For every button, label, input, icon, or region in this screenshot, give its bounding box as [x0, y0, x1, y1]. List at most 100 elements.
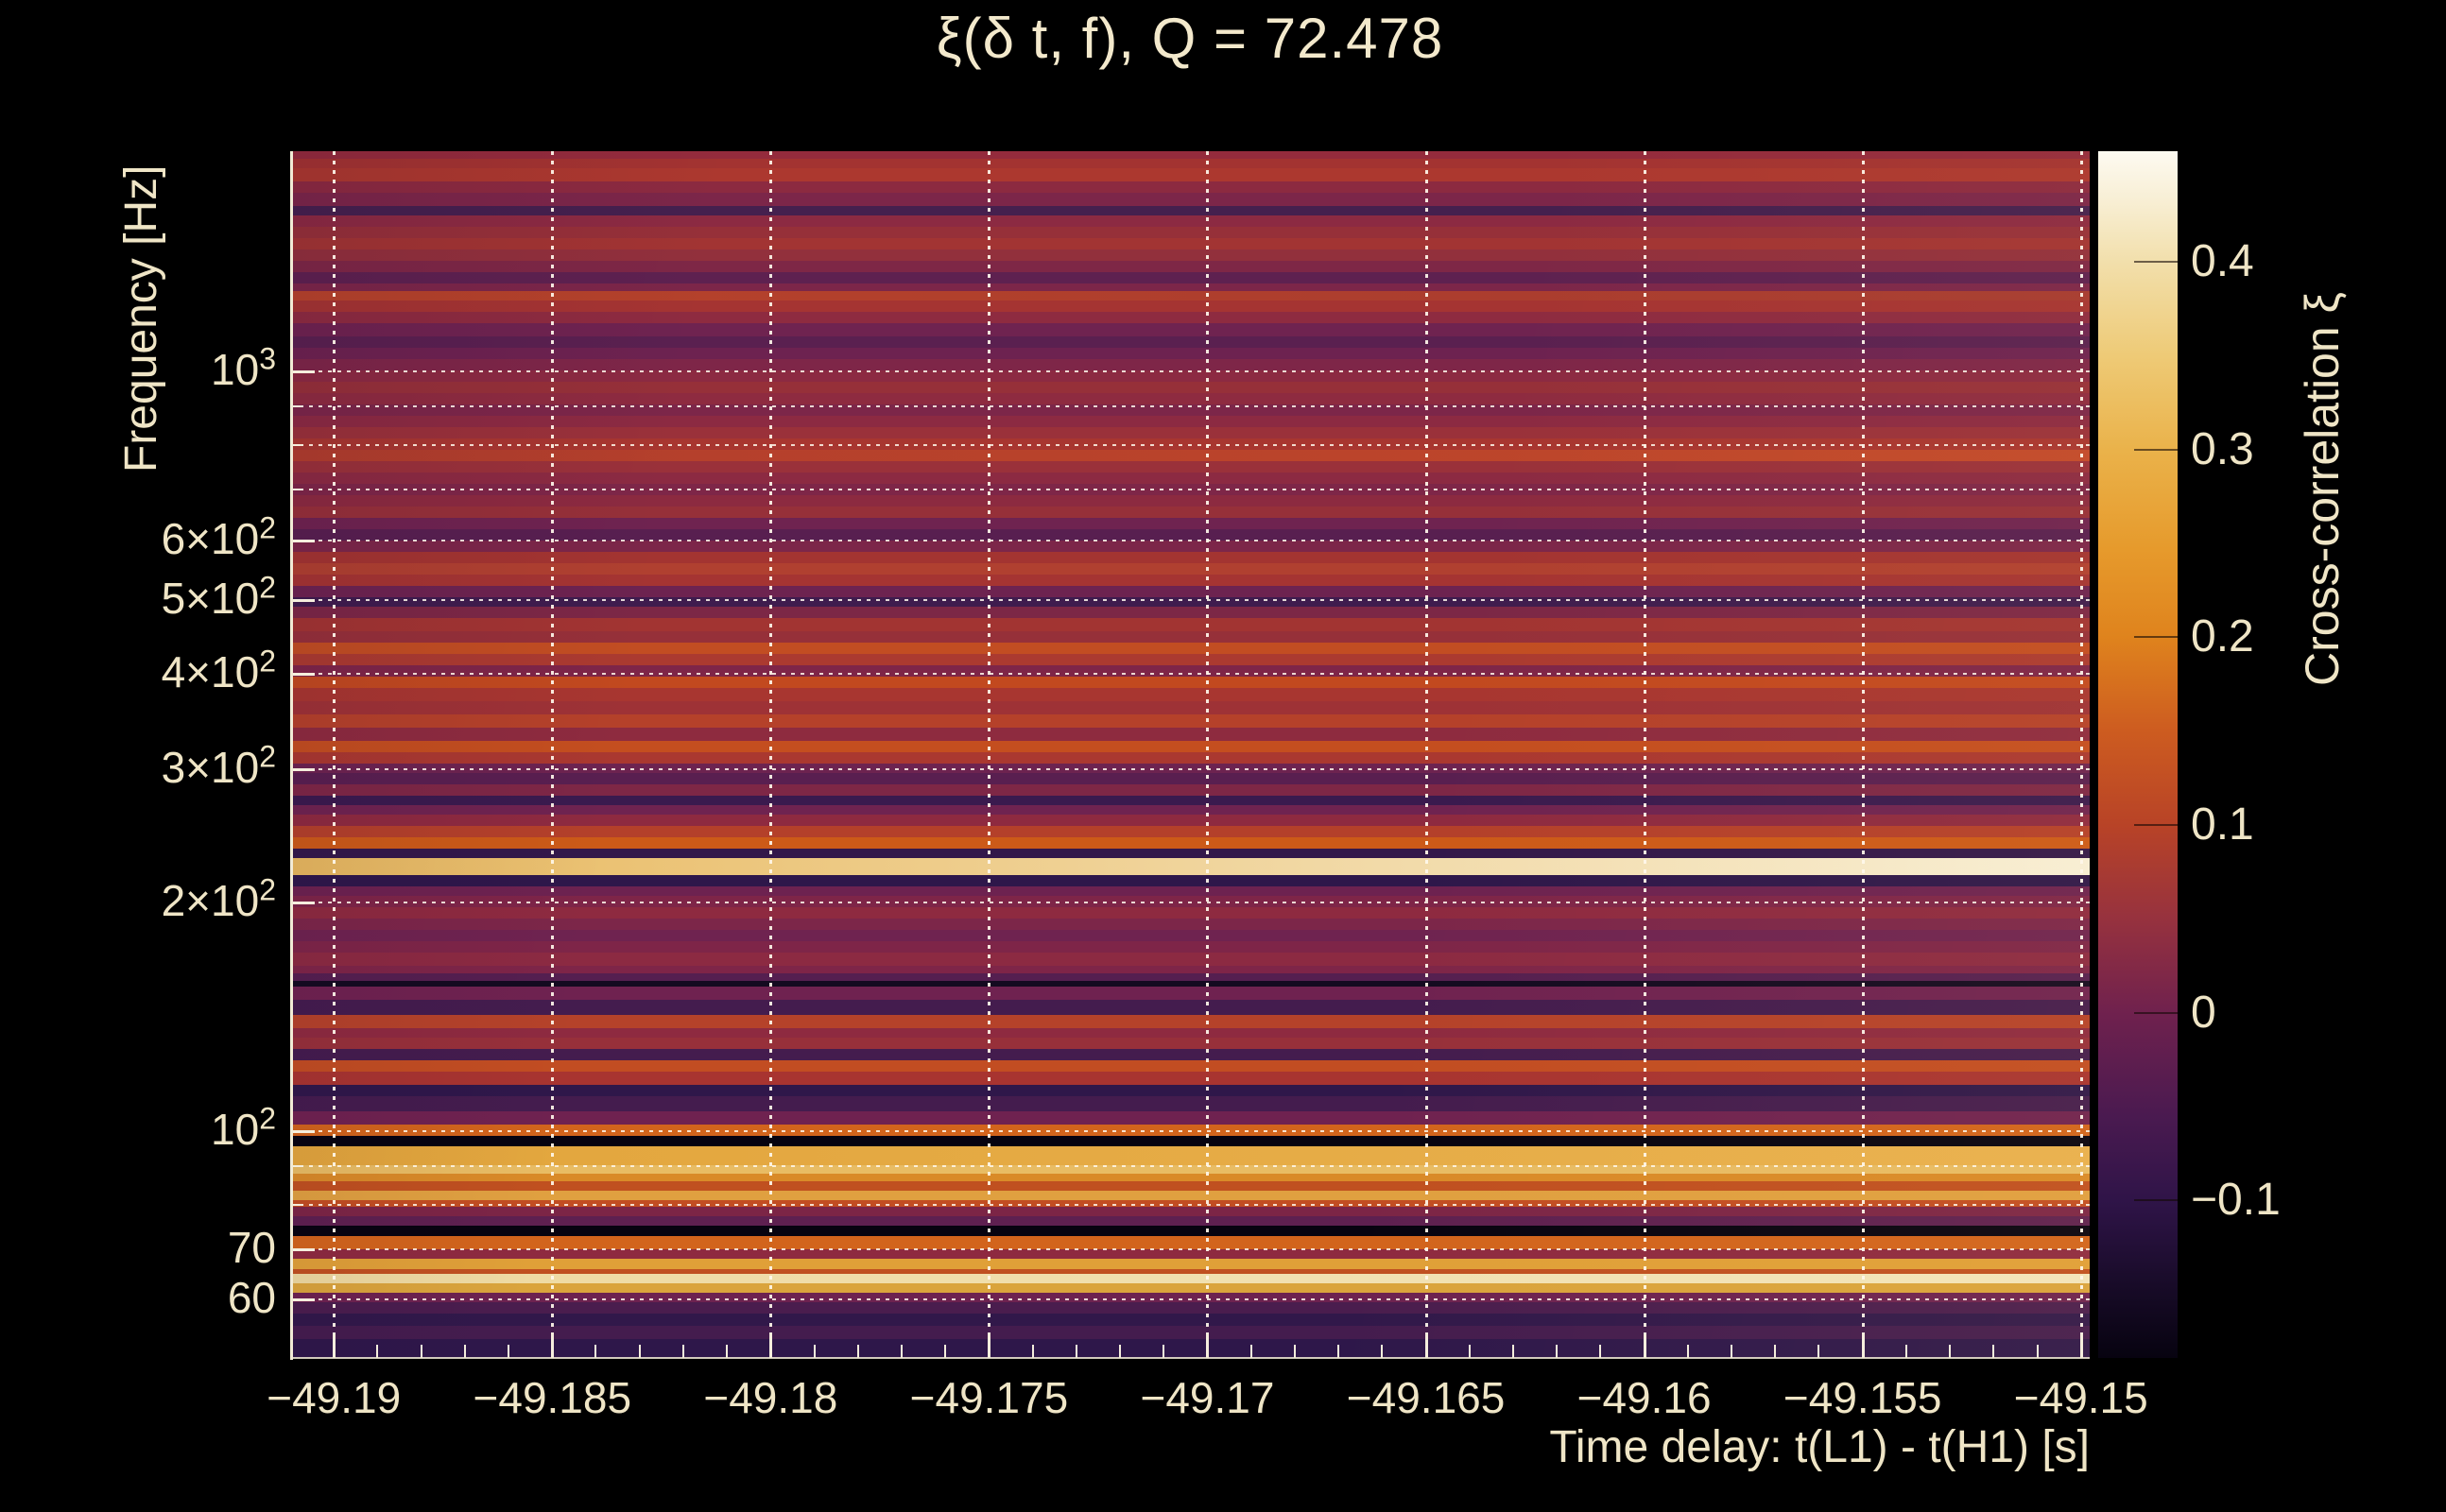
heatmap-stripe — [290, 181, 2090, 193]
y-tick-label: 4×102 — [161, 644, 276, 697]
gridline-horizontal — [290, 902, 2090, 904]
x-major-tick-mark — [769, 1333, 773, 1358]
gridline-horizontal — [290, 767, 2090, 770]
heatmap-stripe — [290, 837, 2090, 849]
heatmap-stripe — [290, 815, 2090, 826]
heatmap-stripe — [290, 1207, 2090, 1216]
x-minor-tick-mark — [856, 1345, 859, 1358]
gridline-vertical — [988, 151, 991, 1358]
heatmap-stripe — [290, 941, 2090, 953]
colorbar-gradient — [2098, 151, 2178, 1358]
heatmap-stripe — [290, 1226, 2090, 1236]
heatmap-stripe — [290, 1293, 2090, 1302]
heatmap-stripe — [290, 973, 2090, 981]
x-minor-tick-mark — [1511, 1345, 1514, 1358]
colorbar-tick-label: 0.3 — [2191, 423, 2254, 474]
y-tick-label: 3×102 — [161, 739, 276, 792]
colorbar-tick-mark — [2134, 1011, 2178, 1014]
heatmap-stripe — [290, 427, 2090, 438]
gridline-horizontal — [290, 488, 2090, 490]
heatmap-stripe — [290, 677, 2090, 688]
y-major-tick-mark — [290, 1247, 315, 1251]
heatmap-stripe — [290, 1200, 2090, 1207]
heatmap-stripe — [290, 518, 2090, 529]
gridline-vertical — [1424, 151, 1428, 1358]
heatmap-stripe — [290, 291, 2090, 301]
heatmap-stripe — [290, 1111, 2090, 1125]
y-minor-tick-mark — [290, 404, 303, 407]
heatmap-stripe — [290, 529, 2090, 541]
y-axis-title: Frequency [Hz] — [116, 164, 166, 472]
x-minor-tick-mark — [1556, 1345, 1559, 1358]
heatmap-stripe — [290, 714, 2090, 728]
gridline-horizontal — [290, 370, 2090, 373]
x-tick-label: −49.16 — [1576, 1373, 1712, 1422]
heatmap-stripe — [290, 215, 2090, 227]
heatmap-stripe — [290, 382, 2090, 393]
heatmap-stripe — [290, 1125, 2090, 1136]
x-minor-tick-mark — [1599, 1345, 1602, 1358]
y-major-tick-mark — [290, 599, 315, 603]
x-major-tick-mark — [1643, 1333, 1646, 1358]
x-major-tick-mark — [2079, 1333, 2083, 1358]
gridline-horizontal — [290, 673, 2090, 676]
x-minor-tick-mark — [1686, 1345, 1689, 1358]
y-major-tick-mark — [290, 1130, 315, 1134]
heatmap-stripe — [290, 1236, 2090, 1249]
x-minor-tick-mark — [900, 1345, 903, 1358]
colorbar-title: Cross-correlation ξ — [2296, 292, 2349, 686]
y-minor-tick-mark — [290, 1164, 303, 1167]
gridline-horizontal — [290, 1164, 2090, 1167]
heatmap-stripe — [290, 597, 2090, 607]
x-major-tick-mark — [988, 1333, 991, 1358]
heatmap-stripe — [290, 168, 2090, 181]
heatmap-stripe — [290, 193, 2090, 206]
x-minor-tick-mark — [463, 1345, 466, 1358]
heatmap-stripe — [290, 1314, 2090, 1326]
heatmap-stripe — [290, 1283, 2090, 1293]
y-tick-label: 6×102 — [161, 510, 276, 563]
x-minor-tick-mark — [1163, 1345, 1165, 1358]
heatmap-stripe — [290, 1216, 2090, 1226]
colorbar-tick-label: −0.1 — [2191, 1175, 2281, 1226]
y-tick-label: 70 — [227, 1222, 276, 1272]
heatmap-stripe — [290, 1096, 2090, 1111]
heatmap-stripe — [290, 1181, 2090, 1191]
x-tick-label: −49.15 — [2013, 1373, 2148, 1422]
y-minor-tick-mark — [290, 488, 303, 490]
gridline-horizontal — [290, 1247, 2090, 1250]
heatmap-stripe — [290, 987, 2090, 1000]
colorbar-tick-label: 0.1 — [2191, 799, 2254, 850]
heatmap-stripe — [290, 1326, 2090, 1339]
heatmap-stripe — [290, 654, 2090, 665]
heatmap-stripe — [290, 796, 2090, 805]
heatmap-stripe — [290, 1038, 2090, 1049]
y-major-tick-mark — [290, 370, 315, 374]
heatmap-stripe — [290, 151, 2090, 159]
heatmap-stripe — [290, 1165, 2090, 1174]
colorbar-tick-mark — [2134, 636, 2178, 639]
gridline-horizontal — [290, 1298, 2090, 1301]
heatmap-stripe — [290, 348, 2090, 359]
x-minor-tick-mark — [2036, 1345, 2039, 1358]
heatmap-stripe — [290, 981, 2090, 987]
heatmap-stripe — [290, 1191, 2090, 1200]
heatmap-stripe — [290, 416, 2090, 427]
heatmap-stripe — [290, 206, 2090, 215]
heatmap-stripe — [290, 919, 2090, 930]
x-minor-tick-mark — [1731, 1345, 1733, 1358]
heatmap-stripe — [290, 607, 2090, 618]
gridline-vertical — [2079, 151, 2083, 1358]
colorbar-tick-mark — [2134, 1199, 2178, 1202]
x-minor-tick-mark — [1337, 1345, 1340, 1358]
gridline-vertical — [769, 151, 773, 1358]
x-minor-tick-mark — [1031, 1345, 1034, 1358]
heatmap-stripe — [290, 1146, 2090, 1165]
heatmap-stripe — [290, 323, 2090, 336]
x-tick-label: −49.17 — [1140, 1373, 1275, 1422]
heatmap-stripe — [290, 1028, 2090, 1038]
heatmap-stripe — [290, 370, 2090, 382]
heatmap-stripe — [290, 643, 2090, 654]
x-minor-tick-mark — [1381, 1345, 1384, 1358]
x-minor-tick-mark — [594, 1345, 597, 1358]
